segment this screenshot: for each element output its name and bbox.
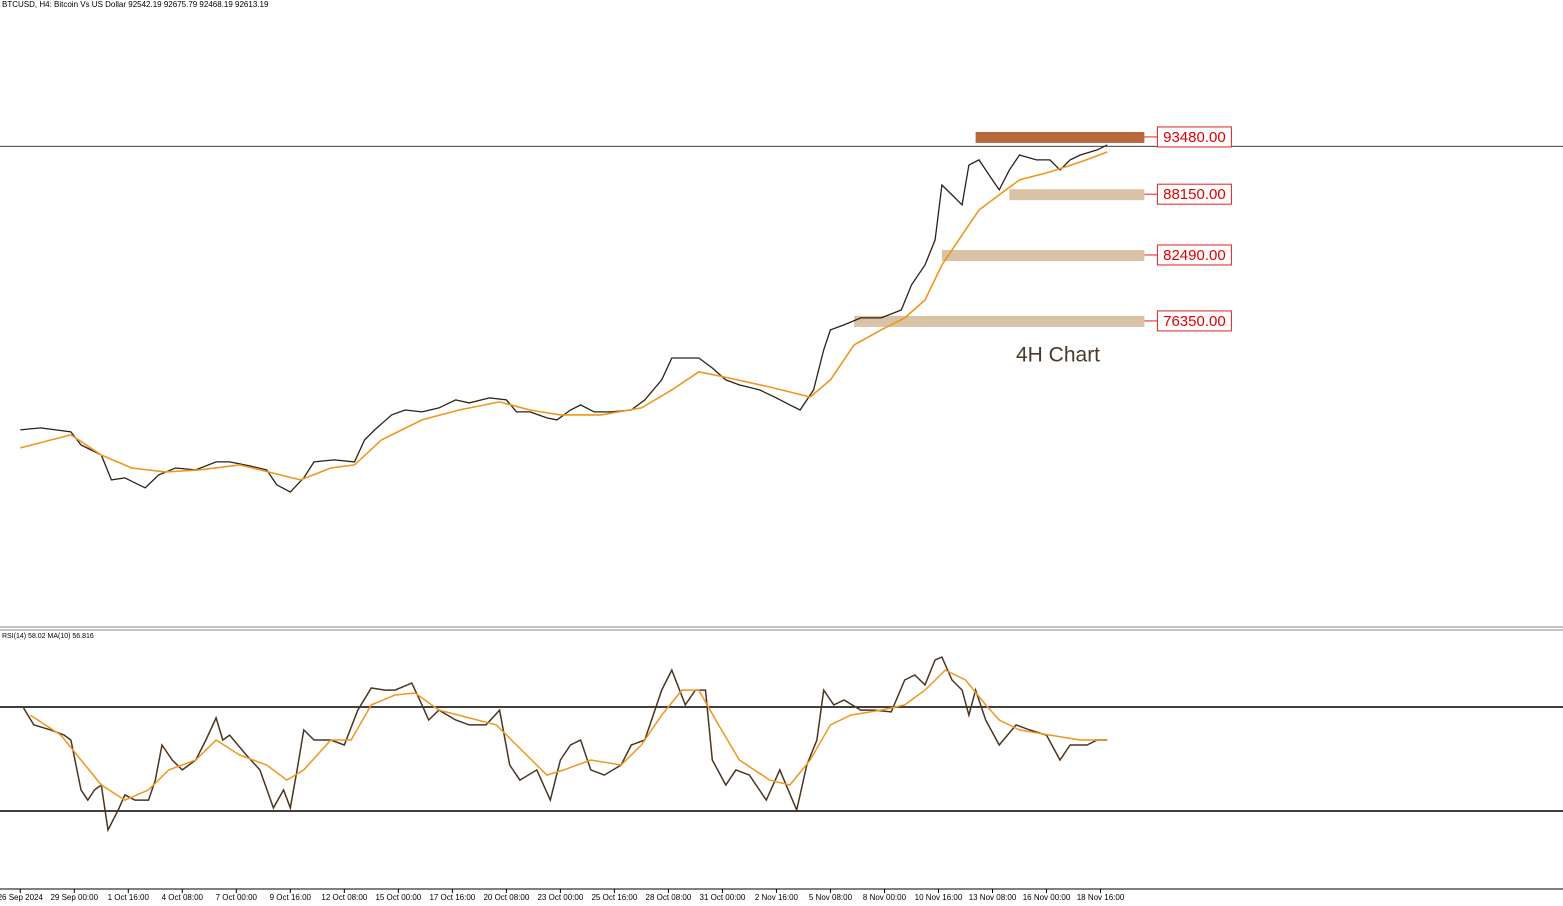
level-zone	[854, 315, 1145, 327]
level-zone	[1009, 189, 1145, 201]
level-label: 88150.00	[1163, 186, 1226, 203]
x-tick-label: 16 Nov 00:00	[1023, 893, 1071, 902]
x-tick-label: 15 Oct 00:00	[375, 893, 421, 902]
level-label-box	[1156, 126, 1232, 148]
x-tick-label: 5 Nov 08:00	[809, 893, 853, 902]
x-tick-label: 31 Oct 00:00	[700, 893, 746, 902]
series-line	[20, 151, 1108, 481]
x-tick-label: 12 Oct 08:00	[321, 893, 367, 902]
x-tick-label: 17 Oct 16:00	[429, 893, 475, 902]
x-tick-label: 10 Nov 16:00	[915, 893, 963, 902]
level-label-box	[1156, 310, 1232, 332]
level-label: 93480.00	[1163, 129, 1226, 146]
level-label-box	[1156, 244, 1232, 266]
chart-title: BTCUSD, H4: Bitcoin Vs US Dollar 92542.1…	[2, 0, 269, 9]
x-tick-label: 4 Oct 08:00	[162, 893, 204, 902]
x-tick-label: 29 Sep 00:00	[50, 893, 98, 902]
series-line	[29, 669, 1108, 801]
x-tick-label: 26 Sep 2024	[0, 893, 43, 902]
x-tick-label: 23 Oct 00:00	[537, 893, 583, 902]
x-tick-label: 8 Nov 00:00	[863, 893, 907, 902]
x-tick-label: 28 Oct 08:00	[646, 893, 692, 902]
annotation: 4H Chart	[1016, 344, 1100, 367]
x-tick-label: 7 Oct 00:00	[216, 893, 258, 902]
x-tick-label: 1 Oct 16:00	[108, 893, 150, 902]
x-tick-label: 13 Nov 08:00	[969, 893, 1017, 902]
rsi-title: RSI(14) 58.02 MA(10) 56.816	[2, 633, 94, 640]
series-line	[22, 656, 1108, 833]
level-label: 82490.00	[1163, 247, 1226, 264]
x-tick-label: 18 Nov 16:00	[1077, 893, 1125, 902]
level-label-box	[1156, 183, 1232, 205]
x-tick-label: 2 Nov 16:00	[755, 893, 799, 902]
level-zone	[941, 249, 1145, 261]
x-tick-label: 9 Oct 16:00	[270, 893, 312, 902]
x-tick-label: 25 Oct 16:00	[591, 893, 637, 902]
level-label: 76350.00	[1163, 313, 1226, 330]
x-tick-label: 20 Oct 08:00	[483, 893, 529, 902]
level-zone	[975, 131, 1145, 143]
